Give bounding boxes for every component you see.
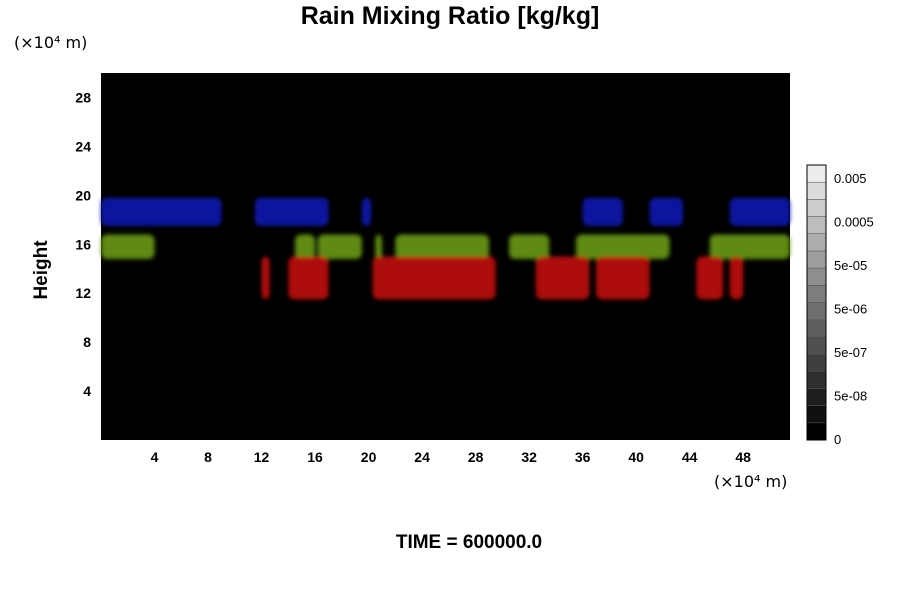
y-axis-ticks: 4 8 12 16 20 24 28 (75, 89, 91, 399)
chart-title: Rain Mixing Ratio [kg/kg] (300, 2, 600, 30)
colorbar-swatch-5 (806, 336, 827, 355)
colorbar-swatch-6 (806, 319, 827, 338)
x-tick-label-1: 8 (204, 449, 212, 465)
y-tick-label-2: 12 (75, 285, 91, 301)
region-red-2 (372, 256, 496, 300)
x-tick-label-8: 36 (575, 449, 591, 465)
colorbar-swatch-8 (806, 285, 827, 303)
region-green-7 (709, 234, 790, 259)
colorbar-label-6: 0 (834, 432, 841, 447)
region-red-4 (596, 256, 650, 300)
region-blue-2 (361, 197, 372, 226)
region-red-3 (535, 256, 590, 300)
x-axis-ticks: 4 8 12 16 20 24 28 32 36 40 44 48 (151, 449, 752, 465)
region-green-2 (317, 234, 362, 259)
colorbar-label-4: 5e-07 (834, 345, 867, 360)
x-tick-label-10: 44 (682, 449, 698, 465)
x-tick-label-4: 20 (361, 449, 377, 465)
region-green-6 (575, 234, 670, 259)
field-regions (101, 197, 790, 300)
colorbar-swatch-3 (806, 371, 827, 389)
x-axis-unit: (×10⁴ m) (714, 472, 788, 491)
region-blue-4 (649, 197, 683, 226)
x-tick-label-5: 24 (414, 449, 430, 465)
region-blue-1 (254, 197, 329, 226)
y-tick-label-3: 16 (75, 236, 91, 252)
colorbar-label-2: 5e-05 (834, 258, 867, 273)
x-tick-label-3: 16 (307, 449, 323, 465)
y-tick-label-4: 20 (75, 187, 91, 203)
region-red-0 (261, 256, 270, 300)
y-tick-label-1: 8 (83, 334, 91, 350)
region-green-3 (375, 234, 382, 259)
x-tick-label-6: 28 (468, 449, 484, 465)
colorbar-swatch-12 (806, 216, 827, 234)
x-tick-label-7: 32 (521, 449, 537, 465)
region-blue-3 (582, 197, 623, 226)
region-blue-5 (729, 197, 790, 226)
colorbar-swatch-1 (806, 405, 827, 424)
x-tick-label-0: 4 (151, 449, 159, 465)
colorbar-swatch-0 (806, 422, 827, 441)
y-axis-unit: (×10⁴ m) (14, 33, 88, 52)
x-tick-label-9: 40 (628, 449, 644, 465)
region-green-0 (101, 234, 155, 259)
region-green-4 (395, 234, 489, 259)
time-label: TIME = 600000.0 (395, 532, 543, 553)
colorbar-label-1: 0.0005 (834, 215, 874, 230)
colorbar-swatch-9 (806, 267, 827, 286)
region-blue-0 (101, 197, 222, 226)
colorbar-swatch-14 (806, 181, 827, 200)
colorbar-swatch-10 (806, 250, 827, 269)
colorbar-swatch-13 (806, 199, 827, 217)
colorbar: 0.005 0.0005 5e-05 5e-06 5e-07 5e-08 0 (806, 164, 874, 447)
colorbar-label-0: 0.005 (834, 171, 867, 186)
region-red-5 (696, 256, 724, 300)
region-red-1 (288, 256, 329, 300)
x-tick-label-2: 12 (254, 449, 270, 465)
colorbar-label-5: 5e-08 (834, 389, 867, 404)
x-tick-label-11: 48 (735, 449, 751, 465)
colorbar-swatch-15 (806, 164, 827, 183)
region-green-1 (294, 234, 316, 259)
y-tick-label-0: 4 (83, 383, 91, 399)
y-tick-label-5: 24 (75, 138, 91, 154)
region-red-6 (729, 256, 744, 300)
colorbar-frame (806, 164, 827, 441)
colorbar-label-3: 5e-06 (834, 302, 867, 317)
region-green-5 (509, 234, 550, 259)
y-tick-label-6: 28 (75, 89, 91, 105)
colorbar-swatch-7 (806, 302, 827, 320)
colorbar-swatch-2 (806, 388, 827, 406)
colorbar-swatch-11 (806, 233, 827, 252)
colorbar-swatch-4 (806, 353, 827, 372)
